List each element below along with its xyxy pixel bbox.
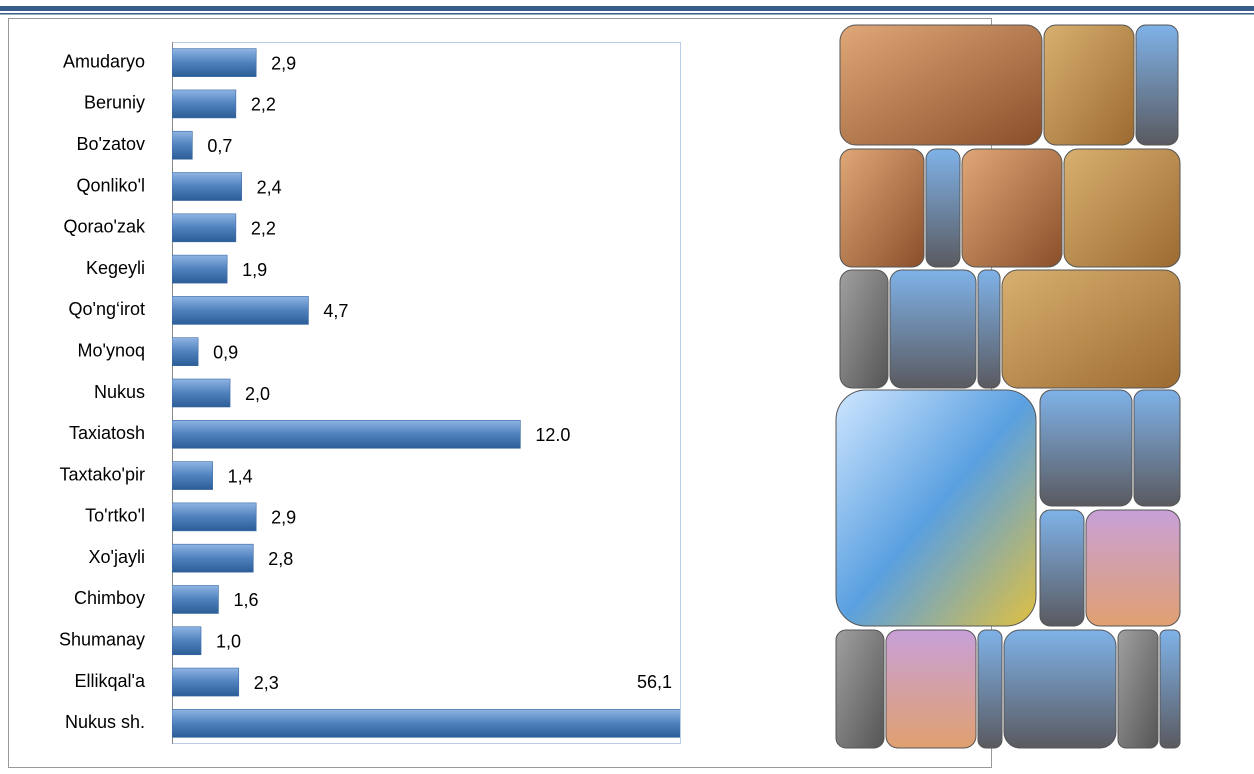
photo	[1085, 509, 1181, 627]
value-label: 4,7	[323, 301, 348, 321]
category-label: Mo'ynoq	[78, 340, 145, 360]
category-label: Xo'jayli	[89, 547, 145, 567]
bar	[172, 419, 521, 449]
value-label: 12.0	[535, 425, 570, 445]
bar	[172, 709, 680, 738]
value-label: 0,9	[213, 342, 238, 362]
bar	[172, 130, 193, 160]
value-label: 1,6	[233, 590, 258, 610]
bar	[172, 502, 257, 532]
photo	[977, 629, 1003, 749]
category-label: Nukus	[94, 382, 145, 402]
value-label: 2,4	[257, 177, 282, 197]
photo	[885, 629, 977, 749]
category-label: Qonliko'l	[77, 175, 145, 195]
bars	[172, 48, 680, 738]
photo	[1043, 24, 1135, 146]
photo	[1117, 629, 1159, 749]
photo	[1133, 389, 1181, 507]
category-label: Beruniy	[84, 93, 145, 113]
value-label: 56,1	[637, 672, 672, 692]
bar	[172, 378, 231, 408]
category-label: Bo'zatov	[77, 134, 145, 154]
photo	[961, 148, 1063, 268]
category-label: Shumanay	[59, 630, 145, 650]
bar	[172, 213, 237, 243]
bar	[172, 89, 237, 119]
bar	[172, 667, 240, 697]
bar	[172, 626, 202, 656]
bar	[172, 48, 257, 77]
bar	[172, 543, 254, 573]
value-label: 1,4	[228, 466, 253, 486]
value-label: 0,7	[207, 136, 232, 156]
photo	[839, 269, 889, 389]
value-label: 2,2	[251, 95, 276, 115]
value-label: 1,9	[242, 260, 267, 280]
value-label: 1,0	[216, 632, 241, 652]
photo	[1135, 24, 1179, 146]
bar	[172, 296, 309, 325]
photo	[835, 389, 1037, 627]
category-label: Qo'ng‘irot	[69, 299, 145, 319]
category-label: Taxtako'pir	[60, 464, 145, 484]
category-label: Kegeyli	[86, 258, 145, 278]
photo	[835, 629, 885, 749]
category-label: Nukus sh.	[65, 712, 145, 732]
bar	[172, 461, 213, 490]
category-label: Amudaryo	[63, 51, 145, 71]
value-label: 2,8	[268, 549, 293, 569]
bar	[172, 172, 242, 201]
category-label: Ellikqal'a	[75, 671, 146, 691]
photo-collage	[835, 24, 1181, 749]
value-label: 2,9	[271, 508, 296, 528]
photo	[889, 269, 977, 389]
photo	[1001, 269, 1181, 389]
photo	[1039, 509, 1085, 627]
bar	[172, 337, 199, 367]
photo	[839, 148, 925, 268]
category-label: To'rtko'l	[85, 506, 145, 526]
photo	[925, 148, 961, 268]
value-label: 2,0	[245, 384, 270, 404]
top-rule-thin	[0, 13, 1254, 15]
photo	[1159, 629, 1181, 749]
value-label: 2,3	[254, 673, 279, 693]
bar	[172, 585, 219, 614]
photo	[1039, 389, 1133, 507]
photo	[839, 24, 1043, 146]
photo	[977, 269, 1001, 389]
category-label: Chimboy	[74, 588, 145, 608]
photo	[1003, 629, 1117, 749]
plot-area	[172, 42, 681, 744]
bar	[172, 254, 228, 284]
value-label: 2,2	[251, 219, 276, 239]
photo	[1063, 148, 1181, 268]
category-label: Taxiatosh	[69, 423, 145, 443]
category-label: Qorao'zak	[64, 217, 146, 237]
value-label: 2,9	[271, 53, 296, 73]
top-rule	[0, 6, 1254, 11]
